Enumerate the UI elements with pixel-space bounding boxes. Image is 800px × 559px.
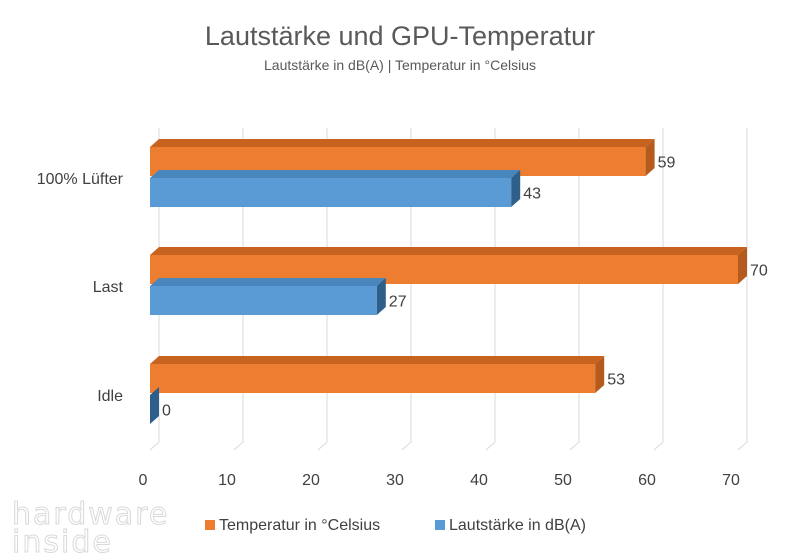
bar-side-face [376,278,386,315]
x-tick-label: 40 [470,472,488,489]
gridline-floor [485,441,496,451]
x-tick-label: 60 [638,472,656,489]
data-label: 70 [750,263,768,280]
gridline-floor [233,441,244,451]
data-label: 43 [523,186,541,203]
x-axis-ticks: 0 10 20 30 40 50 60 70 [139,472,740,489]
legend-label: Lautstärke in dB(A) [449,517,586,534]
x-tick-label: 30 [386,472,404,489]
bar-front-face [150,178,512,207]
bar-front-face [150,364,596,393]
x-tick-label: 50 [554,472,572,489]
bars: 59 43 70 27 53 0 [150,139,768,424]
legend: Temperatur in °Celsius Lautstärke in dB(A… [205,517,586,534]
x-tick-label: 0 [139,472,148,489]
data-label: 27 [389,294,407,311]
bar: 0 [150,387,171,424]
bar-top-face [150,278,386,286]
gridline-floor [317,441,328,451]
gridline-floor [569,441,580,451]
legend-swatch [435,520,445,530]
gridline-floor [737,441,748,451]
chart-subtitle: Lautstärke in dB(A) | Temperatur in °Cel… [264,57,536,73]
category-label: Last [93,279,124,296]
gridline-floor [149,441,160,451]
bar-side-face [511,170,521,207]
data-label: 59 [658,155,676,172]
bar: 27 [150,278,407,315]
watermark-line1: hardware [12,497,169,532]
bar-top-face [150,170,521,178]
legend-label: Temperatur in °Celsius [219,517,380,534]
bar-top-face [150,139,655,147]
bar-side-face [738,247,747,284]
data-label: 0 [162,403,171,420]
bar-front-face [150,286,377,315]
watermark-line2: inside [12,525,113,559]
bar-side-face [645,139,655,176]
category-label: Idle [97,388,123,405]
chart-title: Lautstärke und GPU-Temperatur [205,21,595,51]
category-label: 100% Lüfter [37,171,124,188]
bar-top-face [150,247,747,255]
category-labels: 100% Lüfter Last Idle [37,171,124,405]
bar: 53 [150,356,625,393]
x-tick-label: 20 [302,472,320,489]
bar: 43 [150,170,541,207]
x-tick-label: 70 [722,472,740,489]
gridline-floor [401,441,412,451]
bar-side-face [150,387,159,424]
x-tick-label: 10 [218,472,236,489]
gridline-floor [653,441,664,451]
data-label: 53 [607,372,625,389]
watermark: hardware inside [12,497,169,559]
bar-top-face [150,356,605,364]
bar-side-face [595,356,605,393]
legend-swatch [205,520,215,530]
